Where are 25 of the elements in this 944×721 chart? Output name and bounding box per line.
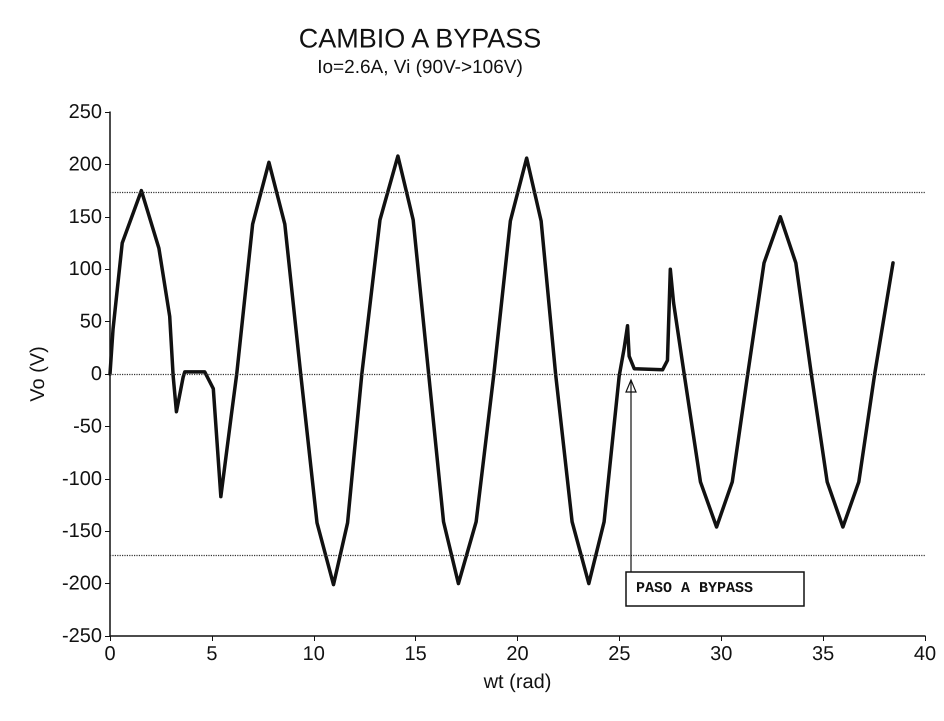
x-tick-label: 30 (710, 643, 732, 665)
x-tick-label: 15 (404, 643, 427, 665)
y-tick-label: 150 (68, 206, 102, 228)
x-tick-label: 20 (506, 643, 529, 665)
y-tick-label: 0 (90, 363, 102, 385)
y-tick-label: -50 (73, 415, 102, 438)
y-tick-label: -150 (62, 520, 102, 542)
y-tick-label: 100 (68, 258, 102, 280)
y-tick-label: -250 (62, 625, 102, 647)
y-axis-title: Vo (V) (27, 346, 49, 402)
annotation: PASO A BYPASS (636, 580, 754, 598)
x-tick-label: 0 (104, 643, 116, 665)
y-tick-label: -100 (62, 468, 102, 490)
x-tick-label: 35 (812, 643, 834, 665)
chart-subtitle: Io=2.6A, Vi (90V->106V) (317, 57, 523, 78)
x-axis-title: wt (rad) (482, 671, 552, 693)
chart-title: CAMBIO A BYPASS (298, 24, 542, 54)
y-tick-label: 50 (80, 310, 102, 333)
x-tick-label: 25 (608, 643, 630, 665)
x-tick-label: 40 (914, 643, 936, 665)
y-tick-label: -200 (62, 572, 102, 595)
x-tick-label: 5 (206, 643, 218, 665)
x-tick-label: 10 (302, 643, 325, 665)
y-tick-label: 250 (68, 101, 102, 123)
y-tick-label: 200 (68, 153, 102, 176)
